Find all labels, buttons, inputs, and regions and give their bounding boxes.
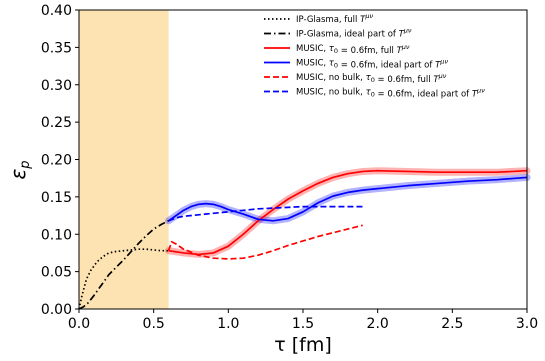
x-tick-label: 1.5 xyxy=(292,316,314,332)
y-tick-label: 0.05 xyxy=(41,265,72,281)
series-line-2 xyxy=(168,169,528,256)
x-axis-title: τ [fm] xyxy=(274,334,332,356)
y-axis-title: εp xyxy=(6,160,33,179)
x-tick-label: 2.0 xyxy=(367,316,389,332)
y-tick-label: 0.40 xyxy=(41,3,72,19)
x-tick-label: 1.0 xyxy=(217,316,239,332)
y-tick-label: 0.20 xyxy=(41,153,72,169)
x-tick-label: 0.0 xyxy=(68,316,90,332)
x-tick-label: 0.5 xyxy=(143,316,165,332)
y-axis-title-main: ε xyxy=(6,169,30,180)
series-lines xyxy=(78,169,528,310)
legend-label: IP-Glasma, ideal part of Tμν xyxy=(296,27,412,40)
y-tick-label: 0.30 xyxy=(41,78,72,94)
y-tick-label: 0.25 xyxy=(41,115,72,131)
y-tick-label: 0.10 xyxy=(41,227,72,243)
y-axis-ticks: 0.00 0.05 0.10 0.15 0.20 0.25 0.30 0.35 0.40 xyxy=(41,3,79,318)
y-tick-label: 0.00 xyxy=(41,302,72,318)
y-tick-label: 0.35 xyxy=(41,40,72,56)
series-line-1 xyxy=(78,220,169,310)
legend-label: MUSIC, τ0 = 0.6fm, full Tμν xyxy=(296,43,410,56)
series-line-5 xyxy=(168,205,363,222)
x-axis-ticks: 0.0 0.5 1.0 1.5 2.0 2.5 3.0 xyxy=(68,309,538,332)
x-tick-label: 2.5 xyxy=(441,316,463,332)
series-line-4 xyxy=(167,224,363,260)
series-line-3 xyxy=(168,176,528,222)
x-tick-label: 3.0 xyxy=(516,316,538,332)
legend-label: IP-Glasma, full Tμν xyxy=(296,12,373,25)
y-axis-title-subscript: p xyxy=(18,160,33,169)
legend-label: MUSIC, no bulk, τ0 = 0.6fm, full Tμν xyxy=(296,72,447,85)
legend-label: MUSIC, no bulk, τ0 = 0.6fm, ideal part o… xyxy=(296,87,485,100)
y-tick-label: 0.15 xyxy=(41,190,72,206)
series-line-0 xyxy=(78,248,169,310)
legend: IP-Glasma, full Tμν IP-Glasma, ideal part… xyxy=(264,12,485,100)
shaded-region xyxy=(79,10,169,309)
legend-label: MUSIC, τ0 = 0.6fm, ideal part of Tμν xyxy=(296,58,448,71)
